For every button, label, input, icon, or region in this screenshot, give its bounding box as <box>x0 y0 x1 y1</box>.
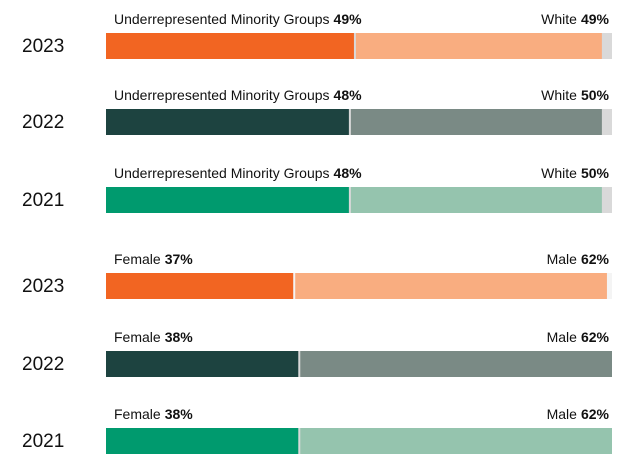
value-label: 38% <box>165 329 194 345</box>
series-name: Female <box>114 251 161 267</box>
year-label: 2022 <box>22 354 64 375</box>
series-name: White <box>541 11 577 27</box>
segment-label: Underrepresented Minority Groups 48% <box>114 165 362 181</box>
series-name: Male <box>547 251 578 267</box>
bar-segment <box>300 351 612 377</box>
bar-segment <box>350 109 602 135</box>
segment-label: Underrepresented Minority Groups 48% <box>114 87 362 103</box>
series-name: Underrepresented Minority Groups <box>114 87 330 103</box>
segment-label: Underrepresented Minority Groups 49% <box>114 11 362 27</box>
value-label: 62% <box>581 406 610 422</box>
segment-label: Male 62% <box>547 329 610 345</box>
bar-segment <box>350 187 602 213</box>
segment-label: White 49% <box>541 11 609 27</box>
series-name: Male <box>547 406 578 422</box>
series-name: Female <box>114 329 161 345</box>
value-label: 50% <box>581 87 610 103</box>
bar-segment <box>295 273 607 299</box>
segment-label: White 50% <box>541 87 609 103</box>
bar-segment <box>106 273 294 299</box>
value-label: 37% <box>165 251 194 267</box>
series-name: Underrepresented Minority Groups <box>114 11 330 27</box>
series-name: Male <box>547 329 578 345</box>
segment-label: Male 62% <box>547 406 610 422</box>
year-label: 2023 <box>22 276 64 297</box>
series-name: White <box>541 165 577 181</box>
segment-label: Female 38% <box>114 329 193 345</box>
value-label: 48% <box>334 165 363 181</box>
year-label: 2023 <box>22 36 64 57</box>
value-label: 62% <box>581 251 610 267</box>
bar-segment <box>106 187 349 213</box>
value-label: 49% <box>334 11 363 27</box>
bar-segment <box>355 33 602 59</box>
year-label: 2021 <box>22 190 64 211</box>
value-label: 62% <box>581 329 610 345</box>
segment-label: Male 62% <box>547 251 610 267</box>
value-label: 48% <box>334 87 363 103</box>
series-name: Female <box>114 406 161 422</box>
segment-label: White 50% <box>541 165 609 181</box>
year-label: 2022 <box>22 112 64 133</box>
series-name: White <box>541 87 577 103</box>
bar-segment <box>106 33 354 59</box>
bar-segment <box>106 428 299 454</box>
value-label: 38% <box>165 406 194 422</box>
segment-label: Female 37% <box>114 251 193 267</box>
segment-label: Female 38% <box>114 406 193 422</box>
bar-segment <box>300 428 612 454</box>
series-name: Underrepresented Minority Groups <box>114 165 330 181</box>
value-label: 49% <box>581 11 610 27</box>
bar-segment <box>106 109 349 135</box>
value-label: 50% <box>581 165 610 181</box>
year-label: 2021 <box>22 431 64 452</box>
bar-segment <box>106 351 299 377</box>
